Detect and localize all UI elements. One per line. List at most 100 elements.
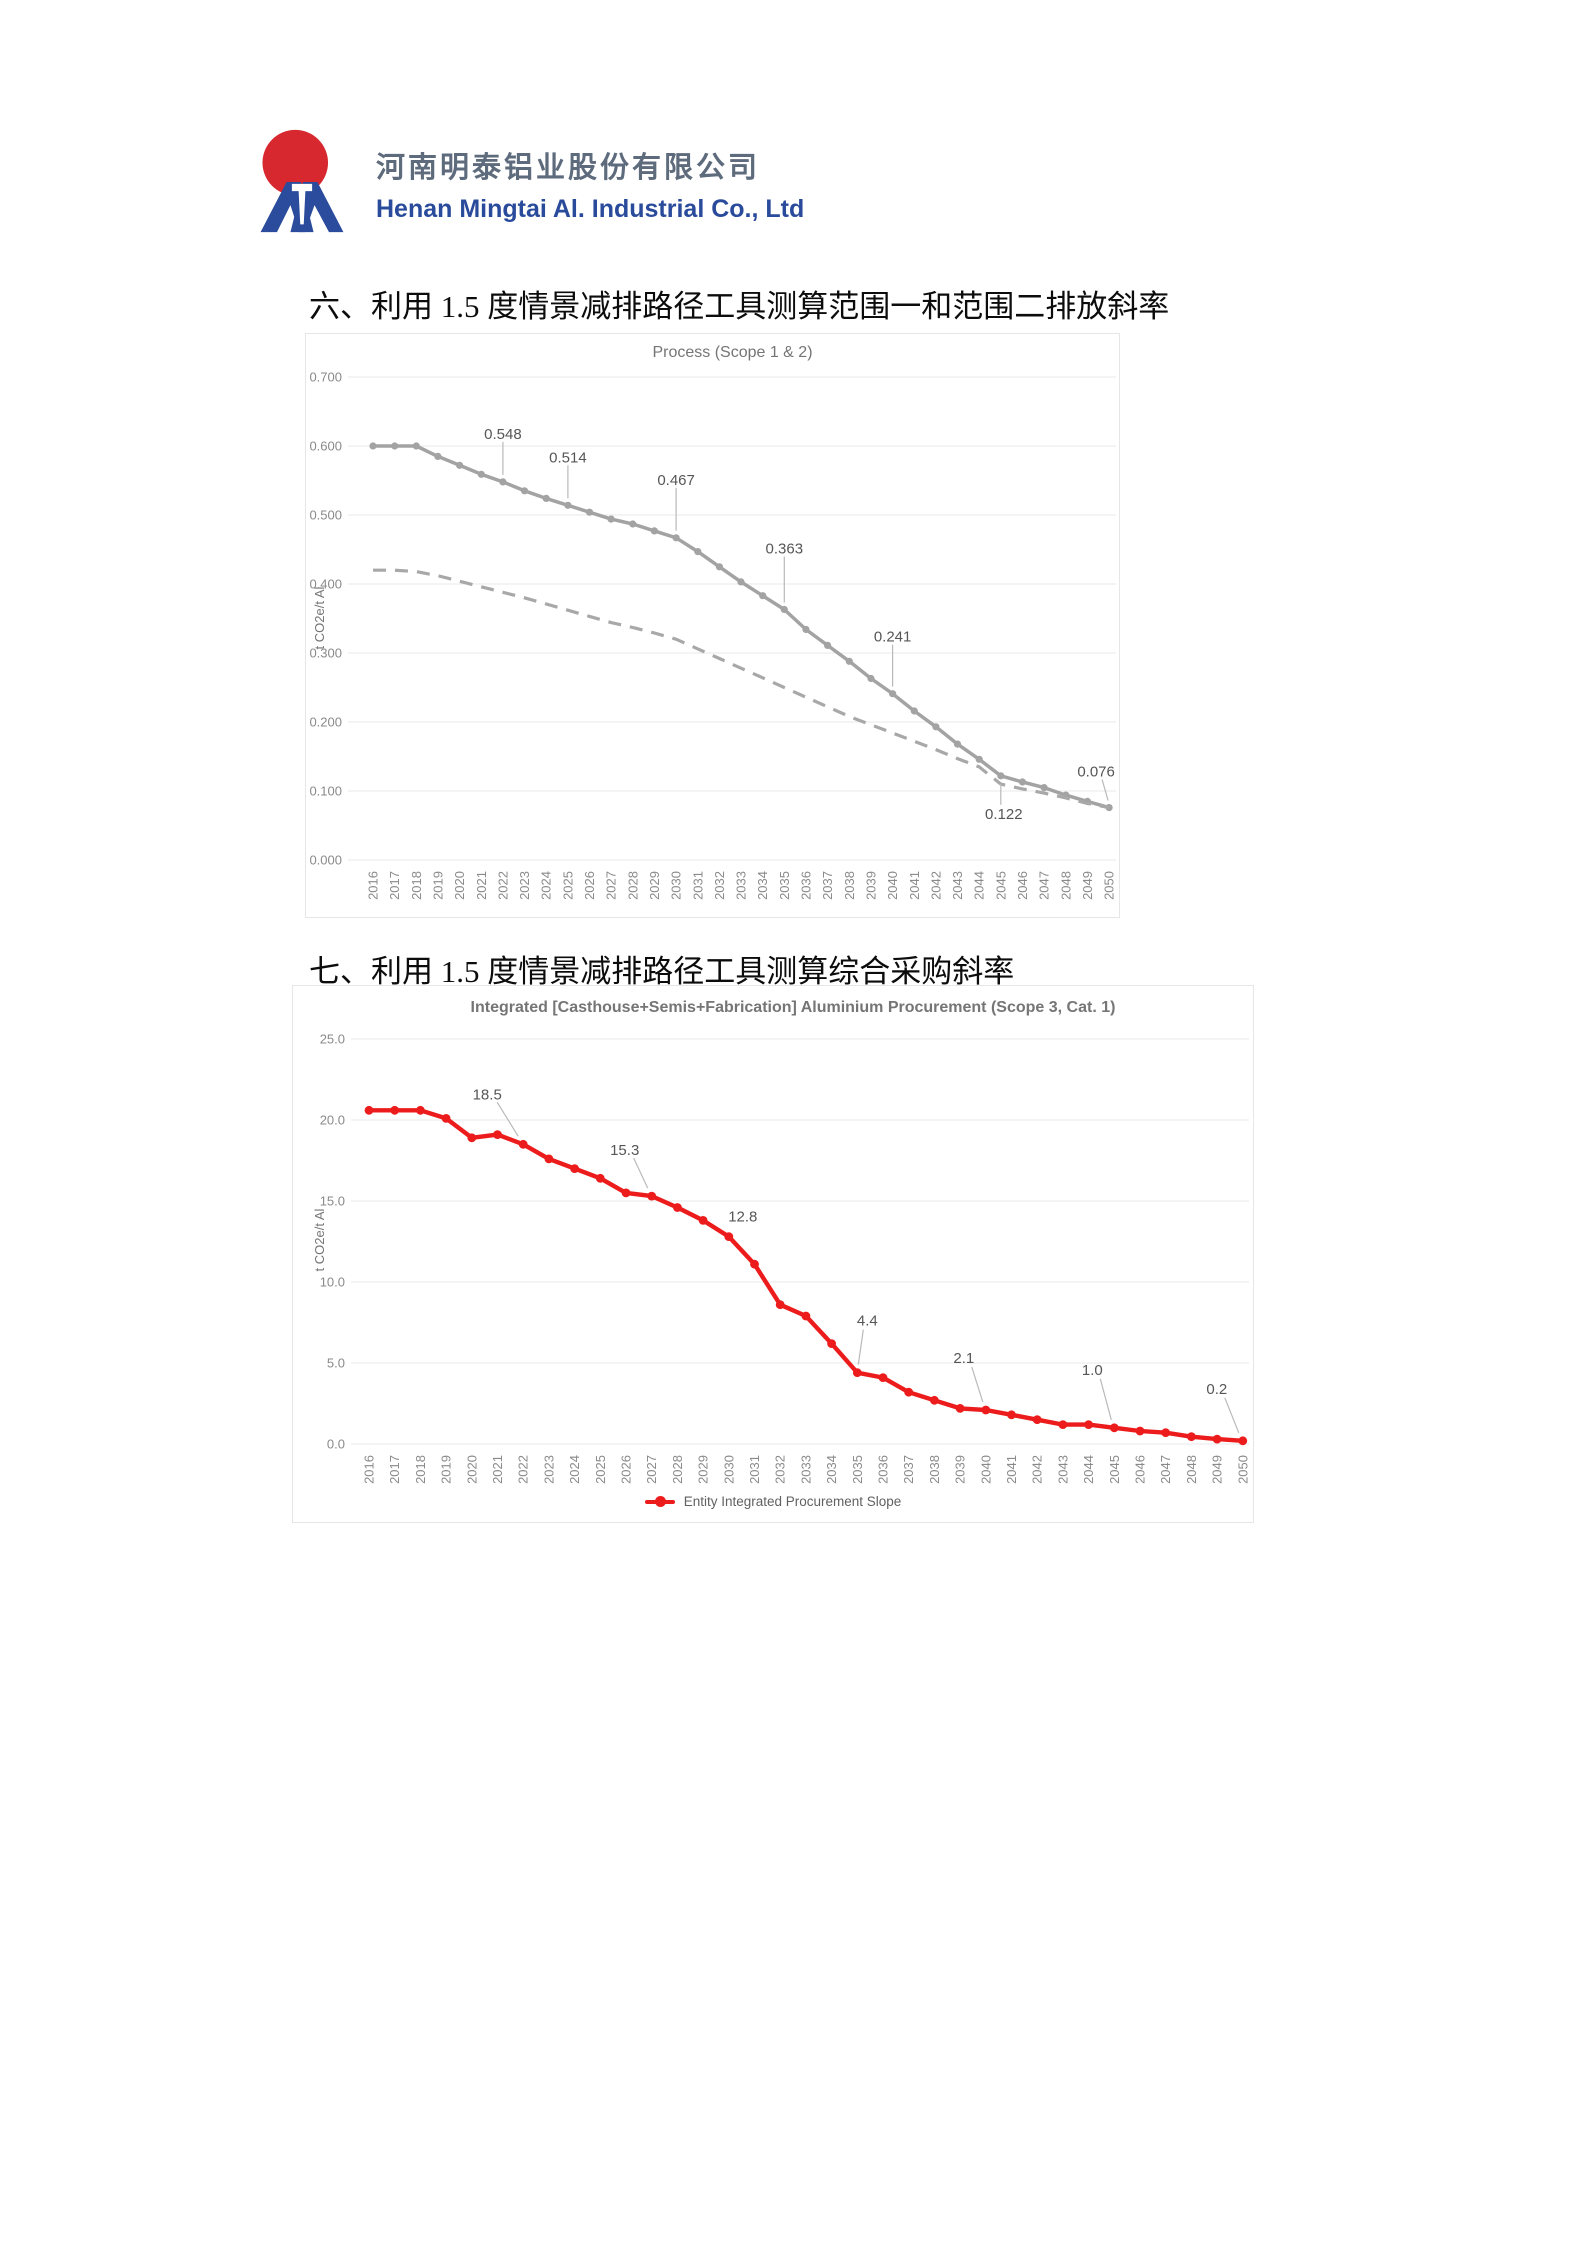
data-point-marker	[953, 740, 962, 748]
data-point-marker	[1212, 1434, 1222, 1444]
x-axis-tick-label: 2044	[1081, 1455, 1096, 1484]
process-chart-title: Process (Scope 1 & 2)	[652, 344, 813, 361]
x-axis-tick-label: 2042	[1030, 1455, 1045, 1484]
data-point-label: 12.8	[728, 1209, 757, 1226]
x-axis-tick-label: 2038	[927, 1455, 942, 1484]
data-point-marker	[369, 442, 377, 450]
x-axis-tick-label: 2026	[619, 1455, 634, 1484]
x-axis-tick-label: 2031	[747, 1455, 762, 1484]
x-axis-tick-label: 2043	[1055, 1455, 1070, 1484]
x-axis-tick-label: 2017	[387, 871, 402, 900]
data-point-label: 0.122	[985, 806, 1023, 823]
data-point-marker	[518, 1139, 528, 1149]
data-point-marker	[607, 515, 615, 523]
x-axis-tick-label: 2034	[824, 1455, 839, 1484]
data-point-label: 0.548	[484, 426, 522, 443]
data-point-marker	[878, 1373, 888, 1382]
data-point-marker	[544, 1154, 554, 1164]
data-point-marker	[416, 1105, 425, 1115]
data-point-marker	[391, 442, 399, 450]
label-leader-line	[633, 1157, 649, 1189]
data-point-marker	[997, 772, 1005, 780]
data-point-marker	[1018, 778, 1027, 786]
data-point-marker	[780, 605, 788, 614]
x-axis-tick-label: 2046	[1015, 871, 1030, 900]
x-axis-tick-label: 2041	[907, 871, 922, 900]
data-point-label: 0.467	[657, 472, 695, 489]
procurement-chart-legend: Entity Integrated Procurement Slope	[293, 1494, 1253, 1509]
x-axis-tick-label: 2019	[430, 871, 445, 900]
x-axis-tick-label: 2024	[539, 871, 554, 900]
label-leader-line	[1224, 1397, 1240, 1434]
y-axis-tick-label: 0.200	[309, 715, 342, 730]
x-axis-tick-label: 2048	[1058, 871, 1073, 900]
x-axis-tick-label: 2049	[1210, 1455, 1225, 1484]
series-line-1	[373, 568, 1110, 810]
data-point-marker	[629, 520, 637, 528]
data-point-marker	[889, 690, 897, 698]
data-point-label: 4.4	[857, 1313, 878, 1330]
data-point-marker	[390, 1105, 400, 1115]
data-point-marker	[1058, 1420, 1068, 1429]
legend-line-marker-icon	[644, 1496, 675, 1507]
data-point-marker	[1040, 784, 1048, 792]
data-point-marker	[1135, 1426, 1145, 1436]
x-axis-tick-label: 2017	[387, 1455, 402, 1484]
x-axis-tick-label: 2049	[1080, 871, 1095, 900]
data-point-marker	[467, 1133, 477, 1143]
y-axis-tick-label: 0.700	[309, 370, 342, 385]
x-axis-tick-label: 2042	[928, 871, 943, 900]
x-axis-tick-label: 2034	[755, 871, 770, 900]
data-point-marker	[694, 548, 702, 556]
section-heading-six: 六、利用 1.5 度情景减排路径工具测算范围一和范围二排放斜率	[309, 289, 1170, 324]
company-logo: 河南明泰铝业股份有限公司 Henan Mingtai Al. Industria…	[258, 128, 804, 234]
data-point-marker	[955, 1404, 965, 1413]
x-axis-tick-label: 2039	[953, 1455, 968, 1484]
data-point-marker	[932, 723, 940, 731]
section-heading-seven: 七、利用 1.5 度情景减排路径工具测算综合采购斜率	[309, 954, 1015, 989]
x-axis-tick-label: 2025	[593, 1455, 608, 1484]
x-axis-tick-label: 2023	[541, 1455, 556, 1484]
data-point-marker	[595, 1173, 605, 1183]
data-point-marker	[852, 1368, 862, 1378]
data-point-label: 2.1	[953, 1350, 974, 1367]
data-point-label: 0.076	[1077, 764, 1115, 781]
y-axis-tick-label: 10.0	[320, 1275, 345, 1290]
x-axis-tick-label: 2018	[409, 871, 424, 900]
x-axis-tick-label: 2029	[696, 1455, 711, 1484]
data-point-marker	[621, 1188, 631, 1198]
x-axis-tick-label: 2035	[777, 871, 792, 900]
data-point-marker	[981, 1405, 991, 1415]
x-axis-tick-label: 2025	[560, 871, 575, 900]
x-axis-tick-label: 2047	[1158, 1455, 1173, 1484]
y-axis-tick-label: 0.500	[309, 508, 342, 523]
data-point-marker	[904, 1387, 914, 1397]
procurement-chart: Integrated [Casthouse+Semis+Fabrication]…	[292, 985, 1254, 1523]
data-point-marker	[1032, 1415, 1042, 1425]
label-leader-line	[496, 1101, 519, 1137]
x-axis-tick-label: 2037	[901, 1455, 916, 1484]
data-point-marker	[930, 1395, 939, 1405]
x-axis-tick-label: 2030	[721, 1455, 736, 1484]
x-axis-tick-label: 2032	[773, 1455, 788, 1484]
x-axis-tick-label: 2050	[1235, 1455, 1250, 1484]
y-axis-tick-label: 20.0	[320, 1113, 345, 1128]
series-line-0	[373, 444, 1110, 810]
company-name-en: Henan Mingtai Al. Industrial Co., Ltd	[376, 195, 805, 223]
x-axis-tick-label: 2041	[1004, 1455, 1019, 1484]
data-point-label: 0.514	[549, 449, 587, 466]
data-point-marker	[910, 707, 918, 715]
x-axis-tick-label: 2021	[474, 871, 489, 900]
y-axis-tick-label: 5.0	[327, 1356, 345, 1371]
data-point-marker	[724, 1232, 734, 1241]
data-point-marker	[1084, 1420, 1093, 1429]
x-axis-tick-label: 2037	[820, 871, 835, 900]
x-axis-tick-label: 2047	[1037, 871, 1052, 900]
x-axis-tick-label: 2023	[517, 871, 532, 900]
data-point-marker	[564, 501, 572, 509]
x-axis-tick-label: 2020	[464, 1455, 479, 1484]
y-axis-tick-label: 0.300	[309, 646, 342, 661]
series-line-0	[369, 1108, 1243, 1443]
y-axis-tick-label: 0.000	[309, 853, 342, 868]
